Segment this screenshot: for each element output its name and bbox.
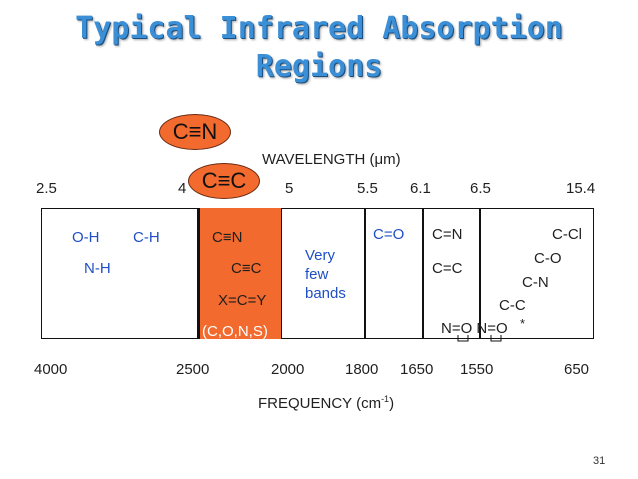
triple-cn-callout: C≡N [159,114,231,150]
co-double-label: C=O [373,226,405,243]
triple-cn-callout-label: C≡N [172,119,218,144]
frequency-tick: 1800 [345,361,379,378]
wavelength-tick: 5.5 [357,180,378,197]
triple-cc-callout-label: C≡C [201,168,247,193]
frequency-label-end: ) [389,395,395,412]
few-bands-line-2: few [305,266,329,283]
frequency-label-sup: -1 [381,394,390,404]
no-label: N=O N=O [441,320,508,337]
few-bands-line-1: Very [305,247,336,264]
triple-cc-callout: C≡C [188,163,260,199]
divider-line [422,208,424,339]
no-bracket [457,335,502,342]
no-star: * [520,316,526,331]
frequency-tick: 2000 [271,361,305,378]
frequency-tick: 1650 [400,361,434,378]
nh-label: N-H [84,260,111,277]
ch-label: C-H [133,229,160,246]
co-single-label: C-O [534,250,562,267]
title-line-1: Typical Infrared Absorption [75,11,563,46]
page-number: 31 [593,455,606,467]
wavelength-tick: 6.5 [470,180,491,197]
cn-double-label: C=N [432,226,463,243]
divider-line [479,208,481,339]
frequency-tick: 650 [564,361,590,378]
cn-triple-label: C≡N [212,229,243,246]
title-line-2: Regions [255,49,383,84]
cc-single-label: C-C [499,297,526,314]
cc-triple-label: C≡C [231,260,262,277]
frequency-tick: 1550 [460,361,494,378]
wavelength-tick: 6.1 [410,180,431,197]
frequency-axis-label: FREQUENCY (cm-1) [258,394,394,412]
frequency-tick: 2500 [176,361,210,378]
wavelength-tick: 5 [285,180,294,197]
divider-line [364,208,366,339]
cc-double-label: C=C [432,260,463,277]
triple-bond-region [197,208,282,339]
ccl-label: C-Cl [552,226,582,243]
xcy-label: X=C=Y [218,292,267,309]
absorption-chart-box [41,208,594,339]
cons-label: (C,O,N,S) [202,323,268,340]
wavelength-axis-label: WAVELENGTH (μm) [262,151,401,168]
oh-label: O-H [72,229,100,246]
wavelength-tick: 15.4 [566,180,596,197]
few-bands-line-3: bands [305,285,346,302]
wavelength-tick: 4 [178,180,187,197]
slide-title: Typical Infrared Absorption Regions [0,10,638,86]
cn-single-label: C-N [522,274,549,291]
frequency-label-text: FREQUENCY (cm [258,395,382,412]
frequency-tick: 4000 [34,361,68,378]
wavelength-tick: 2.5 [36,180,57,197]
